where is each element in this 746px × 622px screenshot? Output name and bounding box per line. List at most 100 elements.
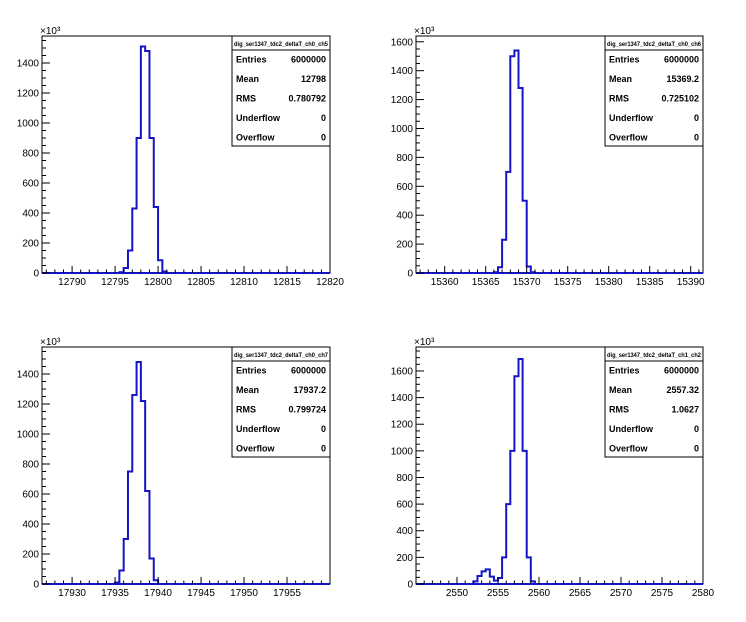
histogram-panel-3: 17930 17935 17940 17945 17950 17955 0 200 400 600…: [17, 337, 331, 599]
stats-label: Mean: [236, 385, 259, 395]
stats-value: 0: [694, 113, 699, 123]
stats-label: Overflow: [609, 443, 649, 453]
stats-box: dig_ser1347_tdc2_deltaT_ch0_ch5 Entries 60…: [231, 35, 331, 147]
stats-title: dig_ser1347_tdc2_deltaT_ch0_ch7: [234, 353, 329, 359]
y-tick-label: 800: [22, 149, 39, 160]
stats-title: dig_ser1347_tdc2_deltaT_ch1_ch2: [607, 353, 702, 359]
stats-label: Mean: [236, 74, 259, 84]
x-tick-label: 15370: [513, 277, 541, 288]
stats-value: 0: [321, 424, 326, 434]
stats-title: dig_ser1347_tdc2_deltaT_ch0_ch6: [607, 42, 702, 48]
y-tick-label: 1000: [391, 124, 414, 135]
y-multiplier-label: ×10³: [414, 337, 435, 348]
y-tick-label: 1600: [391, 366, 414, 377]
y-tick-label: 1200: [391, 420, 414, 431]
stats-title: dig_ser1347_tdc2_deltaT_ch0_ch5: [234, 42, 329, 48]
x-tick-label: 2565: [569, 588, 592, 599]
stats-label: Mean: [609, 74, 632, 84]
x-tick-label: 12810: [230, 277, 258, 288]
y-tick-label: 1000: [391, 446, 414, 457]
stats-value: 2557.32: [666, 385, 699, 395]
stats-box: dig_ser1347_tdc2_deltaT_ch0_ch7 Entries 60…: [231, 346, 331, 458]
stats-label: Entries: [609, 366, 640, 376]
y-tick-label: 1400: [391, 66, 414, 77]
y-tick-label: 600: [396, 500, 413, 511]
stats-value: 12798: [301, 74, 326, 84]
y-tick-label: 400: [22, 209, 39, 220]
x-tick-label: 2555: [487, 588, 510, 599]
y-tick-label: 200: [396, 240, 413, 251]
stats-label: Overflow: [236, 132, 276, 142]
histogram-series: [472, 357, 536, 584]
stats-value: 0.780792: [288, 94, 326, 104]
y-tick-label: 0: [33, 269, 39, 280]
y-tick-label: 800: [22, 460, 39, 471]
y-tick-label: 1400: [391, 393, 414, 404]
y-tick-label: 200: [396, 553, 413, 564]
y-tick-label: 800: [396, 473, 413, 484]
histogram-panel-2: 15360 15365 15370 15375 15380 15385 15390 0 200 4…: [391, 26, 705, 288]
y-tick-label: 0: [407, 580, 413, 591]
y-tick-label: 400: [396, 211, 413, 222]
stats-label: Entries: [609, 55, 640, 65]
stats-box-frame: [231, 35, 331, 147]
stats-value: 0: [321, 132, 326, 142]
stats-label: Underflow: [236, 424, 281, 434]
x-tick-label: 2570: [610, 588, 633, 599]
y-tick-label: 1400: [17, 370, 40, 381]
x-tick-label: 15365: [472, 277, 500, 288]
y-tick-label: 0: [407, 269, 413, 280]
stats-label: RMS: [236, 94, 256, 104]
x-tick-label: 15390: [677, 277, 705, 288]
stats-value: 17937.2: [293, 385, 326, 395]
x-tick-label: 15360: [431, 277, 459, 288]
x-tick-label: 2560: [528, 588, 551, 599]
stats-value: 0: [694, 132, 699, 142]
x-tick-label: 17930: [58, 588, 86, 599]
x-tick-label: 12805: [187, 277, 215, 288]
stats-box: dig_ser1347_tdc2_deltaT_ch1_ch2 Entries 60…: [604, 346, 704, 458]
stats-value: 0.725102: [661, 94, 699, 104]
stats-value: 6000000: [291, 55, 326, 65]
y-tick-label: 1400: [17, 59, 40, 70]
stats-value: 1.0627: [671, 405, 699, 415]
histogram-series: [118, 45, 168, 274]
x-tick-label: 15380: [595, 277, 623, 288]
stats-label: RMS: [236, 405, 256, 415]
y-multiplier-label: ×10³: [40, 26, 61, 37]
stats-label: Overflow: [236, 443, 276, 453]
stats-label: RMS: [609, 94, 629, 104]
x-tick-label: 17955: [273, 588, 301, 599]
stats-value: 0: [321, 113, 326, 123]
stats-box-frame: [604, 35, 704, 147]
stats-value: 0: [694, 424, 699, 434]
histogram-series: [492, 49, 536, 274]
stats-label: Underflow: [609, 113, 654, 123]
y-tick-label: 1200: [391, 95, 414, 106]
stats-box: dig_ser1347_tdc2_deltaT_ch0_ch6 Entries 60…: [604, 35, 704, 147]
x-tick-label: 17935: [101, 588, 129, 599]
y-tick-label: 1000: [17, 119, 40, 130]
x-tick-label: 17940: [144, 588, 172, 599]
y-multiplier-label: ×10³: [414, 26, 435, 37]
y-tick-label: 1200: [17, 89, 40, 100]
stats-box-frame: [604, 346, 704, 458]
stats-value: 15369.2: [666, 74, 699, 84]
x-tick-label: 2575: [651, 588, 674, 599]
x-tick-label: 2580: [692, 588, 715, 599]
x-tick-label: 12795: [101, 277, 129, 288]
y-tick-label: 1000: [17, 430, 40, 441]
stats-label: Underflow: [609, 424, 654, 434]
stats-value: 6000000: [664, 366, 699, 376]
y-multiplier-label: ×10³: [40, 337, 61, 348]
histogram-panel-1: 12790 12795 12800 12805 12810 12815 12820 0 200 4…: [17, 26, 345, 288]
x-tick-label: 15375: [554, 277, 582, 288]
histogram-panel-4: 2550 2555 2560 2565 2570 2575 2580 0 200 400 600 80…: [391, 337, 715, 599]
y-tick-label: 200: [22, 550, 39, 561]
y-tick-label: 1600: [391, 37, 414, 48]
stats-label: Mean: [609, 385, 632, 395]
x-tick-label: 12800: [144, 277, 172, 288]
stats-value: 6000000: [664, 55, 699, 65]
x-tick-label: 12820: [316, 277, 344, 288]
